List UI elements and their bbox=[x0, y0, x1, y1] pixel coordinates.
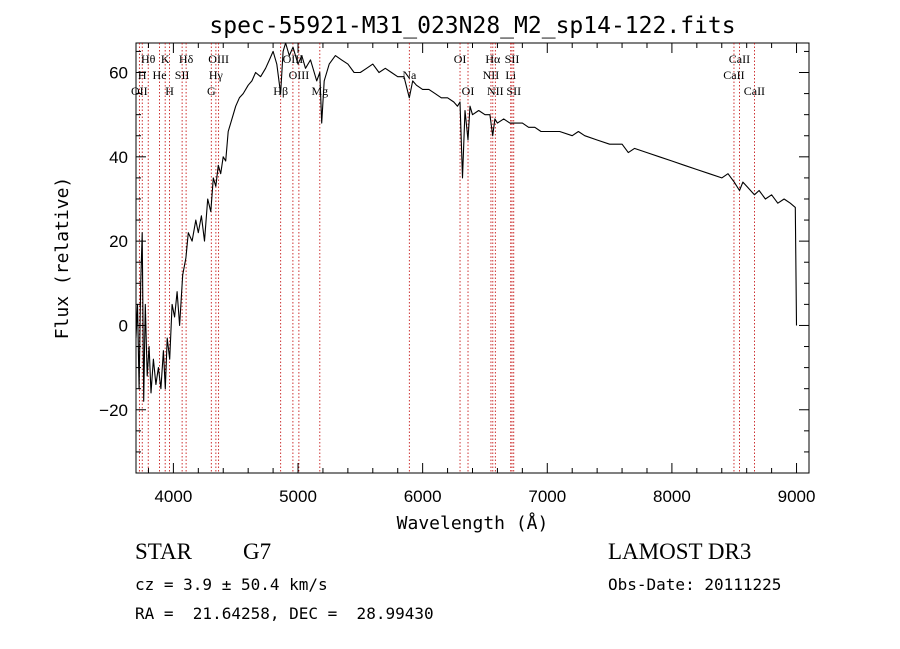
line-label-SII: SII bbox=[506, 84, 521, 98]
line-label-NII: NII bbox=[487, 84, 504, 98]
x-tick-label-5000: 5000 bbox=[279, 487, 317, 506]
line-label-Hβ: Hβ bbox=[273, 84, 288, 98]
redshift-text: cz = 3.9 ± 50.4 km/s bbox=[135, 575, 328, 594]
line-label-OIII: OIII bbox=[208, 52, 229, 66]
line-label-G: G bbox=[207, 84, 216, 98]
line-label-Hα: Hα bbox=[485, 52, 501, 66]
line-label-SII: SII bbox=[175, 68, 190, 82]
line-label-Mg: Mg bbox=[311, 84, 328, 98]
y-tick-label-20: 20 bbox=[109, 232, 128, 251]
line-label-NII: NII bbox=[483, 68, 500, 82]
y-tick-label-0: 0 bbox=[119, 316, 128, 335]
radec-text: RA = 21.64258, DEC = 28.99430 bbox=[135, 604, 434, 623]
y-tick-label-60: 60 bbox=[109, 64, 128, 83]
line-label-CaII: CaII bbox=[729, 52, 750, 66]
x-tick-label-6000: 6000 bbox=[404, 487, 442, 506]
line-label-Li: Li bbox=[505, 68, 516, 82]
line-label-H: H bbox=[138, 68, 147, 82]
object-class: STAR bbox=[135, 539, 192, 564]
chart-title: spec-55921-M31_023N28_M2_sp14-122.fits bbox=[209, 13, 735, 39]
spectrum-line-0 bbox=[135, 42, 798, 402]
line-label-CaII: CaII bbox=[723, 68, 744, 82]
y-axis-label: Flux (relative) bbox=[52, 177, 73, 340]
line-label-OII: OII bbox=[131, 84, 148, 98]
x-tick-label-8000: 8000 bbox=[653, 487, 691, 506]
y-tick-label-40: 40 bbox=[109, 148, 128, 167]
x-axis-label: Wavelength (Å) bbox=[397, 512, 549, 534]
line-label-He: He bbox=[153, 68, 167, 82]
line-label-OI: OI bbox=[454, 52, 467, 66]
line-label-OI: OI bbox=[462, 84, 475, 98]
line-label-Hγ: Hγ bbox=[209, 68, 224, 82]
line-label-Hθ: Hθ bbox=[141, 52, 156, 66]
line-label-OIII: OIII bbox=[283, 52, 304, 66]
object-subclass: G7 bbox=[243, 539, 272, 564]
x-tick-label-9000: 9000 bbox=[778, 487, 816, 506]
obs-date-text: Obs-Date: 20111225 bbox=[608, 575, 782, 594]
line-label-OIII: OIII bbox=[289, 68, 310, 82]
line-label-CaII: CaII bbox=[744, 84, 765, 98]
y-tick-label--20: −20 bbox=[99, 401, 128, 420]
line-label-K: K bbox=[161, 52, 170, 66]
plot-frame bbox=[135, 42, 810, 474]
x-tick-label-7000: 7000 bbox=[528, 487, 566, 506]
survey-name: LAMOST DR3 bbox=[608, 539, 752, 564]
line-label-Na: Na bbox=[402, 68, 417, 82]
line-label-SII: SII bbox=[505, 52, 520, 66]
line-label-H: H bbox=[165, 84, 174, 98]
line-label-Hδ: Hδ bbox=[179, 52, 194, 66]
x-tick-label-4000: 4000 bbox=[154, 487, 192, 506]
